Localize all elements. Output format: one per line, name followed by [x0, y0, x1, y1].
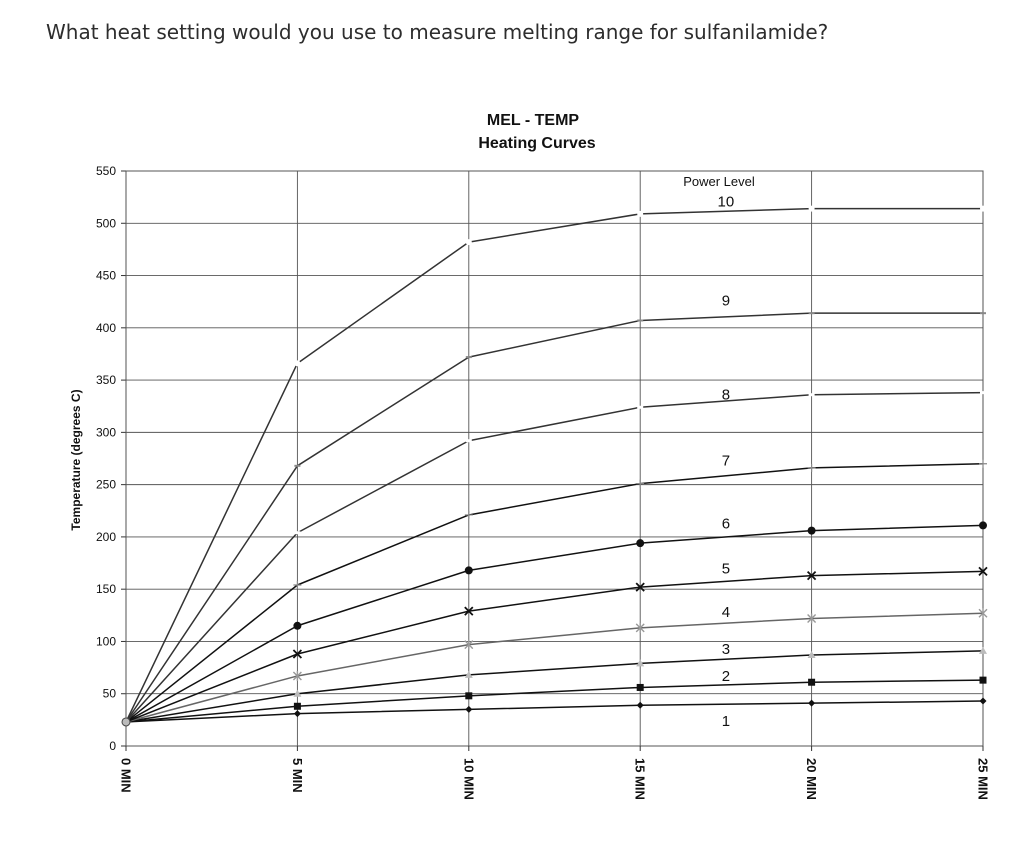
plot-frame	[125, 170, 984, 747]
point-marker	[807, 463, 816, 472]
chart-title-line2: Heating Curves	[478, 135, 595, 152]
power-level-labels: 1 2 3 4 5 6 7 8 9 10	[718, 193, 735, 730]
point-marker	[464, 670, 473, 678]
point-marker	[636, 683, 644, 691]
series-line-power-1	[125, 700, 984, 723]
y-tick-label: 500	[96, 216, 116, 230]
y-tick-label: 200	[96, 530, 116, 544]
series-label-power-10: 10	[718, 193, 735, 210]
series-line-power-10	[125, 207, 983, 723]
series-label-power-5: 5	[722, 560, 730, 577]
x-tick-label: 20 MIN	[804, 758, 819, 800]
point-marker	[293, 621, 302, 630]
point-marker	[464, 606, 474, 616]
point-marker	[293, 702, 301, 710]
point-marker	[292, 670, 302, 681]
series-line-power-6	[125, 524, 984, 723]
series-label-power-8: 8	[722, 387, 730, 404]
series-label-power-1: 1	[722, 713, 730, 730]
x-tick-label: 25 MIN	[976, 758, 991, 800]
y-tick-label: 300	[96, 425, 116, 439]
point-marker	[636, 479, 645, 488]
series-label-power-2: 2	[722, 668, 730, 685]
x-tick-label: 10 MIN	[461, 758, 476, 800]
y-tick-label: 400	[96, 321, 116, 335]
y-axis-label: Temperature (degrees C)	[69, 389, 83, 530]
point-marker	[807, 526, 816, 535]
series-lines	[125, 207, 984, 723]
point-marker	[465, 705, 473, 713]
y-tick-label: 450	[96, 269, 116, 283]
origin-marker	[121, 717, 131, 727]
x-tick-label: 0 MIN	[119, 758, 134, 793]
series-line-power-2	[125, 679, 984, 723]
point-marker	[294, 360, 301, 367]
series-label-power-6: 6	[722, 515, 730, 532]
point-marker	[635, 582, 645, 592]
point-marker	[979, 697, 987, 705]
series-label-power-4: 4	[722, 604, 730, 621]
point-marker	[806, 570, 817, 581]
point-marker	[807, 651, 816, 659]
point-marker	[808, 205, 815, 212]
y-tick-label: 350	[96, 373, 116, 387]
point-marker	[293, 689, 302, 697]
point-marker	[978, 608, 988, 619]
series-line-power-7	[125, 462, 984, 723]
series-line-power-8	[125, 391, 984, 723]
series-line-power-3	[125, 650, 984, 723]
legend-title: Power Level	[683, 174, 755, 189]
x-tick-label: 5 MIN	[290, 758, 305, 793]
point-marker	[979, 646, 987, 654]
y-tick-label: 50	[103, 687, 117, 701]
point-marker	[808, 699, 816, 707]
y-tick-label: 550	[96, 164, 116, 178]
point-marker	[979, 676, 987, 684]
point-marker	[464, 639, 474, 650]
point-marker	[293, 710, 301, 718]
y-tick-label: 250	[96, 478, 116, 492]
x-tick-label: 15 MIN	[633, 758, 648, 800]
point-marker	[293, 581, 302, 589]
grid	[121, 170, 984, 751]
point-marker	[636, 701, 644, 709]
point-marker	[635, 622, 645, 633]
x-tick-labels: 0 MIN 5 MIN 10 MIN 15 MIN 20 MIN 25 MIN	[119, 758, 991, 800]
series-label-power-3: 3	[722, 641, 730, 658]
point-marker	[979, 459, 987, 468]
y-tick-label: 0	[109, 739, 116, 753]
series-line-power-9	[125, 312, 983, 723]
y-tick-label: 100	[96, 634, 116, 648]
point-marker	[636, 539, 645, 548]
point-marker	[980, 205, 986, 212]
point-marker	[465, 692, 473, 700]
point-marker	[464, 566, 473, 575]
point-marker	[979, 521, 987, 530]
point-marker	[292, 649, 303, 659]
y-tick-labels: 0 50 100 150 200 250 300 350 400 450 500 550	[96, 164, 116, 753]
series-line-power-5	[125, 570, 984, 723]
point-marker	[636, 659, 645, 667]
chart-title-line1: MEL - TEMP	[487, 112, 579, 129]
point-marker	[808, 678, 816, 686]
y-tick-label: 150	[96, 582, 116, 596]
series-label-power-7: 7	[722, 453, 730, 470]
point-marker	[465, 239, 472, 246]
point-marker	[464, 510, 473, 519]
point-marker	[637, 210, 644, 217]
series-label-power-9: 9	[722, 293, 730, 310]
point-marker	[807, 613, 817, 624]
series-line-power-4	[125, 612, 984, 723]
point-marker	[978, 566, 988, 577]
question-text: What heat setting would you use to measu…	[46, 20, 829, 44]
series-markers	[121, 205, 988, 727]
